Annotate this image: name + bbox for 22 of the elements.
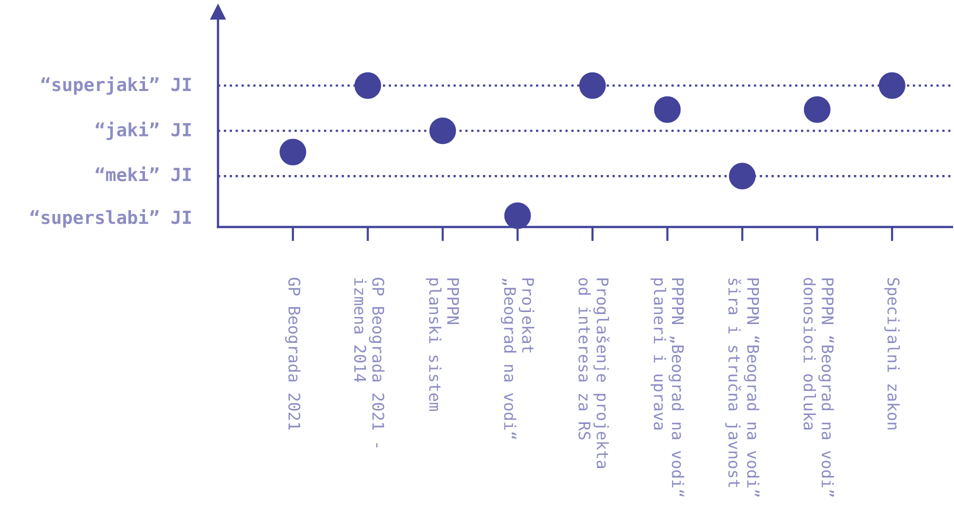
- point: [354, 72, 382, 99]
- x-tick-label: PPPPN “Beograd na vodi” šira i stručna javnost: [725, 278, 760, 497]
- x-tick-label: PPPPN „Beograd na vodi“ planeri i uprava: [650, 278, 684, 497]
- point: [280, 138, 306, 166]
- point: [654, 96, 681, 123]
- point: [878, 72, 906, 99]
- point: [728, 162, 756, 190]
- ref-line-label: “jaki” JI: [96, 122, 191, 140]
- ref-line-label: “meki” JI: [96, 166, 191, 182]
- x-tick-label: PPPPN “Beograd na vodi” donosioci odluka: [804, 278, 834, 497]
- point: [579, 72, 606, 99]
- point: [804, 96, 830, 123]
- text: “superslabi” JI: [30, 209, 191, 228]
- point: [504, 202, 531, 229]
- x-tick-label: Proglašenje projekta od interesa za RS: [578, 278, 610, 468]
- x-tick-label: Projekat „Beograd na vodi“: [500, 278, 534, 439]
- x-tick-label: GP Beograda 2021: [285, 278, 301, 430]
- ref-line-label: “superjaki” JI: [41, 76, 191, 95]
- x-tick-label: GP Beograda 2021 - izmena 2014: [354, 278, 385, 448]
- point: [429, 118, 456, 144]
- x-tick-label: Specijalni zakon: [884, 278, 900, 430]
- x-tick-label: PPPPN planski sistem: [426, 278, 459, 411]
